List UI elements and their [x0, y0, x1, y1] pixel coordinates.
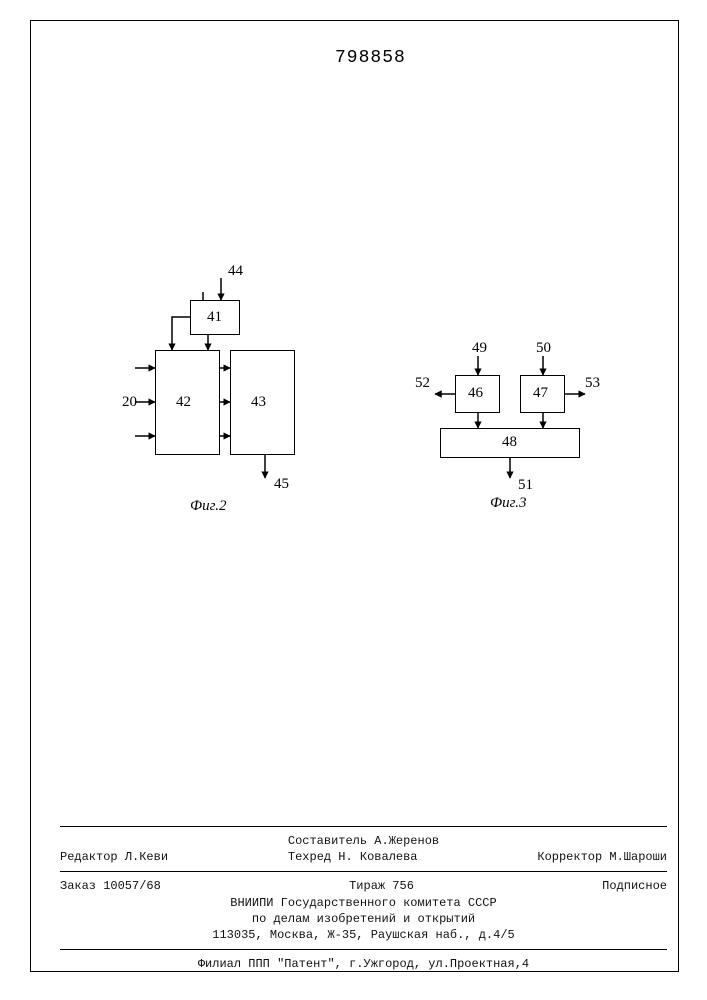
- footer-line-1: Составитель А.Жеренов: [60, 833, 667, 849]
- footer-line-4: ВНИИПИ Государственного комитета СССР: [60, 895, 667, 911]
- label-53: 53: [585, 375, 600, 392]
- footer-podpisnoe: Подписное: [602, 878, 667, 894]
- label-20: 20: [122, 394, 137, 411]
- footer-line-7: Филиал ППП "Патент", г.Ужгород, ул.Проек…: [60, 956, 667, 972]
- label-45: 45: [274, 476, 289, 493]
- footer-rule-3: [60, 949, 667, 950]
- block-42-label: 42: [176, 394, 191, 411]
- label-52: 52: [415, 375, 430, 392]
- page: 798858 41 42 43 20 44 45 Фиг.2: [0, 0, 707, 1000]
- label-50: 50: [536, 340, 551, 357]
- footer-line-6: 113035, Москва, Ж-35, Раушская наб., д.4…: [60, 927, 667, 943]
- figure-2: 41 42 43 20 44 45 Фиг.2: [90, 260, 330, 540]
- footer-line-5: по делам изобретений и открытий: [60, 911, 667, 927]
- footer-line-2: Редактор Л.Кеви Техред Н. Ковалева Корре…: [60, 849, 667, 865]
- footer-order: Заказ 10057/68: [60, 878, 161, 894]
- footer-corrector: Корректор М.Шароши: [537, 849, 667, 865]
- footer-line-3: Заказ 10057/68 Тираж 756 Подписное: [60, 878, 667, 894]
- footer-block: Составитель А.Жеренов Редактор Л.Кеви Те…: [60, 820, 667, 972]
- figure-3-caption: Фиг.3: [490, 495, 526, 512]
- block-41-label: 41: [207, 309, 222, 326]
- figure-2-caption: Фиг.2: [190, 498, 226, 515]
- block-46-label: 46: [468, 385, 483, 402]
- figure-3: 46 47 48 49 50 51 52 53 Фиг.3: [380, 320, 640, 540]
- block-47-label: 47: [533, 385, 548, 402]
- footer-editor: Редактор Л.Кеви: [60, 849, 168, 865]
- footer-techred: Техред Н. Ковалева: [288, 849, 418, 865]
- label-49: 49: [472, 340, 487, 357]
- label-51: 51: [518, 477, 533, 494]
- footer-tirazh: Тираж 756: [349, 878, 414, 894]
- label-44: 44: [228, 263, 243, 280]
- block-48-label: 48: [502, 434, 517, 451]
- footer-rule-2: [60, 871, 667, 872]
- footer-rule-1: [60, 826, 667, 827]
- document-number: 798858: [335, 48, 406, 68]
- block-43-label: 43: [251, 394, 266, 411]
